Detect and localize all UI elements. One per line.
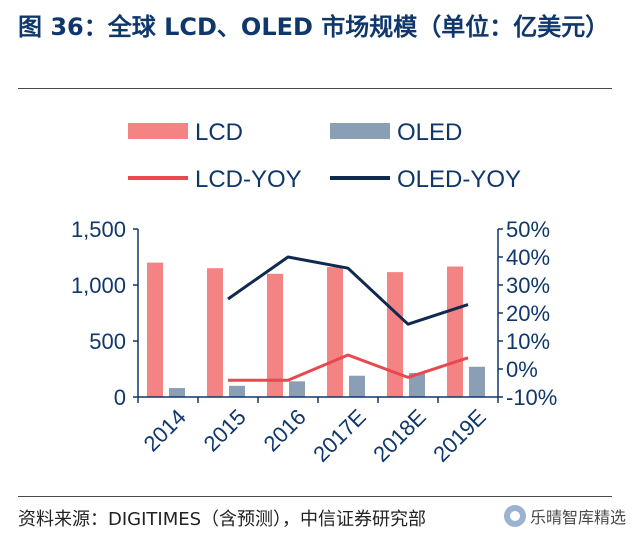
x-tick-label: 2015 [199,404,251,456]
left-tick-label: 1,000 [71,273,126,298]
x-tick-label: 2014 [139,404,191,456]
lcd-yoy-line [228,353,469,382]
oled-yoy-line [227,255,469,326]
oled-bar-2017E [349,375,365,397]
x-tick-label: 2019E [428,404,491,467]
lcd-bar-2017E [327,267,343,397]
oled-bar-2019E [469,366,485,397]
title-divider [18,88,612,89]
oled-bar-2015 [229,385,245,397]
lcd-bar-2014 [147,262,163,397]
watermark-text: 乐晴智库精选 [529,508,626,527]
source-note: 资料来源：DIGITIMES（含预测），中信证券研究部 [18,509,427,530]
lcd-bar-2018E [387,272,403,397]
right-tick-label: 10% [506,329,550,354]
lcd-bar-2019E [447,266,463,397]
left-tick-label: 500 [89,329,126,354]
right-tick-label: 40% [506,245,550,270]
lcd-bar-2015 [207,268,223,397]
watermark: 乐晴智库精选 [503,504,626,528]
legend-oled-yoy-label: OLED-YOY [397,166,521,193]
right-tick-label: 30% [506,273,550,298]
x-tick-label: 2016 [259,404,311,456]
right-tick-label: 20% [506,301,550,326]
legend-oled-label: OLED [397,119,462,146]
right-tick-label: -10% [506,385,557,410]
legend-lcd-yoy-label: LCD-YOY [195,166,302,193]
lcd-bar-2016 [267,273,283,397]
wechat-icon [503,505,526,527]
chart-title: 图 36：全球 LCD、OLED 市场规模（单位：亿美元） [18,13,610,41]
right-tick-label: 50% [506,217,550,242]
legend-lcd-swatch [128,123,188,139]
legend-lcd-label: LCD [195,119,243,146]
oled-bar-2018E [409,372,425,397]
legend-oled-swatch [330,123,390,139]
x-tick-label: 2018E [368,404,431,467]
x-tick-label: 2017E [308,404,371,467]
left-tick-label: 0 [114,385,126,410]
left-tick-label: 1,500 [71,217,126,242]
right-tick-label: 0% [506,357,538,382]
footer-divider [18,496,612,497]
oled-bar-2014 [169,388,185,397]
oled-bar-2016 [289,381,305,397]
